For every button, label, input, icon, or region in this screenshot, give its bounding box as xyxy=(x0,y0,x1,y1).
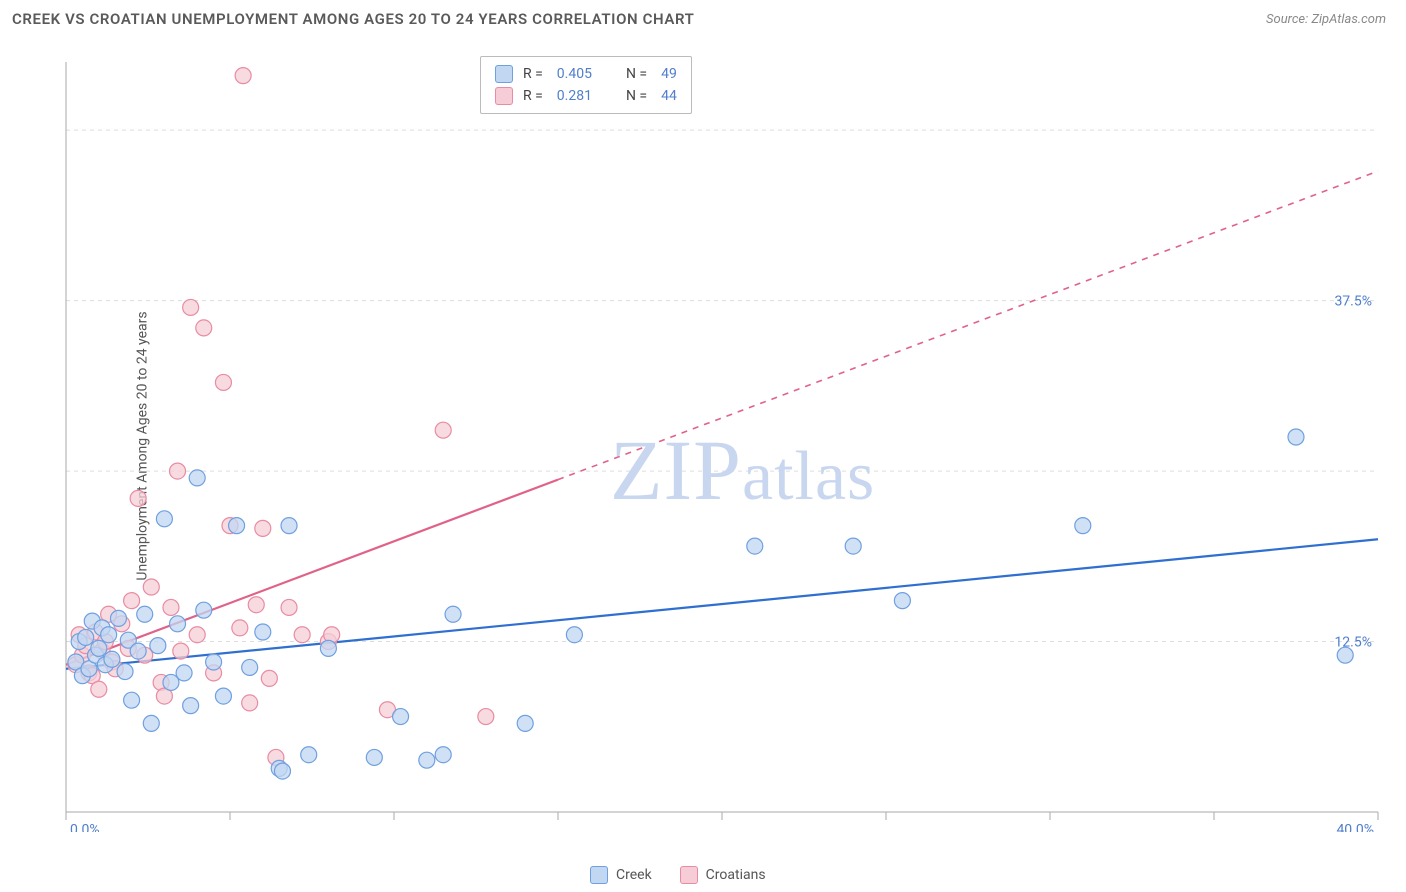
data-point xyxy=(845,538,861,554)
legend-n-label: N = xyxy=(626,85,647,107)
legend-row: R = 0.405 N = 49 xyxy=(495,63,677,85)
title-bar: CREEK VS CROATIAN UNEMPLOYMENT AMONG AGE… xyxy=(0,0,1406,34)
data-point xyxy=(242,659,258,675)
y-tick-label: 12.5% xyxy=(1334,635,1372,651)
data-point xyxy=(215,688,231,704)
trend-line xyxy=(66,480,558,665)
data-point xyxy=(255,520,271,536)
data-point xyxy=(215,374,231,390)
scatter-plot-svg: 12.5% 37.5% 0.0% 40.0% xyxy=(48,52,1388,832)
source-prefix: Source: xyxy=(1266,12,1311,27)
data-point xyxy=(248,597,264,613)
data-point xyxy=(117,664,133,680)
plot-area: 12.5% 37.5% 0.0% 40.0% xyxy=(48,52,1388,832)
data-point xyxy=(445,606,461,622)
data-point xyxy=(163,599,179,615)
data-point xyxy=(274,763,290,779)
data-point xyxy=(1337,647,1353,663)
legend-n-label: N = xyxy=(626,63,647,85)
data-point xyxy=(747,538,763,554)
correlation-legend: R = 0.405 N = 49 R = 0.281 N = 44 xyxy=(480,56,692,114)
data-point xyxy=(124,593,140,609)
data-point xyxy=(255,624,271,640)
x-tick-label: 0.0% xyxy=(70,822,100,832)
data-point xyxy=(281,518,297,534)
data-point xyxy=(104,651,120,667)
data-point xyxy=(1075,518,1091,534)
data-point xyxy=(91,640,107,656)
source-credit: Source: ZipAtlas.com xyxy=(1266,12,1386,27)
data-point xyxy=(320,640,336,656)
legend-row: R = 0.281 N = 44 xyxy=(495,85,677,107)
data-point xyxy=(183,698,199,714)
data-point xyxy=(242,695,258,711)
data-point xyxy=(110,610,126,626)
legend-swatch xyxy=(495,65,513,83)
data-point xyxy=(130,490,146,506)
data-point xyxy=(78,629,94,645)
legend-r-label: R = xyxy=(523,63,543,85)
data-point xyxy=(232,620,248,636)
data-point xyxy=(150,638,166,654)
data-point xyxy=(478,709,494,725)
data-point xyxy=(261,670,277,686)
data-point xyxy=(196,320,212,336)
data-point xyxy=(393,709,409,725)
series-name: Creek xyxy=(616,867,652,883)
series-name: Croatians xyxy=(706,867,766,883)
data-point xyxy=(91,681,107,697)
chart-title: CREEK VS CROATIAN UNEMPLOYMENT AMONG AGE… xyxy=(12,10,694,28)
data-point xyxy=(894,593,910,609)
series-legend: Creek Croatians xyxy=(590,866,766,884)
data-point xyxy=(143,715,159,731)
legend-n-value: 44 xyxy=(661,85,677,107)
legend-swatch xyxy=(680,866,698,884)
data-point xyxy=(189,627,205,643)
data-point xyxy=(366,749,382,765)
data-point xyxy=(170,463,186,479)
data-point xyxy=(435,747,451,763)
data-point xyxy=(281,599,297,615)
legend-n-value: 49 xyxy=(661,63,677,85)
data-point xyxy=(419,752,435,768)
data-point xyxy=(189,470,205,486)
data-point xyxy=(176,665,192,681)
data-point xyxy=(173,643,189,659)
x-tick-label: 40.0% xyxy=(1336,822,1374,832)
source-link[interactable]: ZipAtlas.com xyxy=(1311,12,1386,27)
data-point xyxy=(294,627,310,643)
data-point xyxy=(196,602,212,618)
data-point xyxy=(517,715,533,731)
y-tick-label: 37.5% xyxy=(1334,294,1372,310)
data-point xyxy=(435,422,451,438)
trend-line-dashed xyxy=(558,171,1378,480)
data-point xyxy=(229,518,245,534)
data-point xyxy=(566,627,582,643)
data-point xyxy=(301,747,317,763)
data-point xyxy=(1288,429,1304,445)
data-point xyxy=(124,692,140,708)
data-point xyxy=(137,606,153,622)
data-point xyxy=(170,616,186,632)
data-point xyxy=(130,643,146,659)
legend-r-label: R = xyxy=(523,85,543,107)
data-point xyxy=(101,627,117,643)
data-point xyxy=(156,511,172,527)
data-point xyxy=(183,299,199,315)
data-point xyxy=(143,579,159,595)
legend-r-value: 0.281 xyxy=(557,85,592,107)
legend-swatch xyxy=(495,87,513,105)
legend-swatch xyxy=(590,866,608,884)
data-point xyxy=(206,654,222,670)
series-legend-item: Croatians xyxy=(680,866,766,884)
legend-r-value: 0.405 xyxy=(557,63,592,85)
data-point xyxy=(235,68,251,84)
series-legend-item: Creek xyxy=(590,866,652,884)
